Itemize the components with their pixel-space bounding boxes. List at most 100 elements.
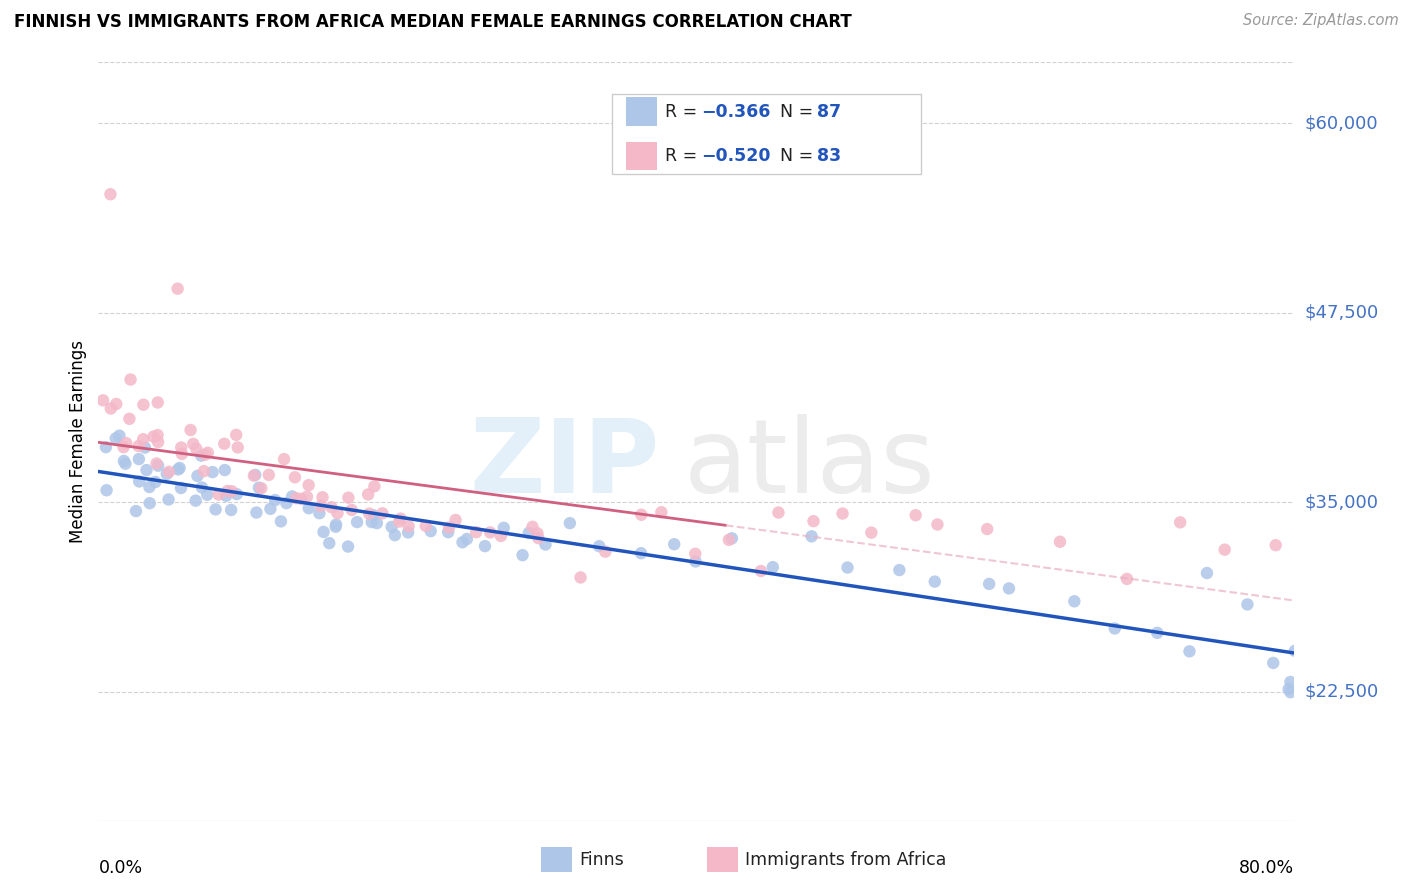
- Point: [193, 464, 215, 478]
- Point: [363, 508, 385, 523]
- Point: [156, 467, 179, 481]
- Point: [340, 503, 363, 517]
- Point: [437, 525, 460, 540]
- Point: [264, 493, 287, 508]
- Point: [924, 574, 946, 589]
- Point: [588, 539, 610, 553]
- Point: [219, 503, 242, 517]
- Point: [976, 522, 998, 536]
- Point: [146, 435, 169, 450]
- Point: [250, 481, 273, 495]
- Point: [1104, 622, 1126, 636]
- Point: [170, 441, 193, 455]
- Point: [569, 570, 592, 584]
- Text: $22,500: $22,500: [1305, 682, 1379, 701]
- Point: [371, 507, 394, 521]
- Point: [191, 481, 214, 495]
- Point: [128, 475, 150, 489]
- Point: [437, 520, 460, 534]
- Point: [207, 487, 229, 501]
- Point: [803, 514, 825, 528]
- Point: [1263, 656, 1285, 670]
- Text: Immigrants from Africa: Immigrants from Africa: [745, 851, 946, 869]
- Point: [132, 432, 155, 446]
- Point: [104, 432, 127, 446]
- Point: [512, 548, 534, 562]
- Point: [1063, 594, 1085, 608]
- Point: [630, 546, 652, 560]
- Point: [245, 467, 267, 482]
- Point: [215, 489, 238, 503]
- Y-axis label: Median Female Earnings: Median Female Earnings: [69, 340, 87, 543]
- Point: [366, 516, 388, 530]
- Point: [664, 537, 686, 551]
- Point: [135, 463, 157, 477]
- Point: [290, 491, 312, 506]
- Point: [194, 448, 217, 462]
- Point: [132, 398, 155, 412]
- Text: N =: N =: [780, 103, 820, 120]
- Point: [800, 529, 823, 543]
- Point: [180, 423, 202, 437]
- Text: $60,000: $60,000: [1305, 114, 1378, 132]
- Point: [91, 393, 114, 408]
- Point: [1178, 644, 1201, 658]
- Point: [190, 449, 212, 463]
- Point: [273, 452, 295, 467]
- Point: [146, 458, 169, 473]
- Text: 80.0%: 80.0%: [1239, 858, 1294, 877]
- Point: [357, 487, 380, 501]
- Point: [337, 540, 360, 554]
- Point: [295, 490, 318, 504]
- Text: atlas: atlas: [685, 414, 936, 515]
- Point: [184, 493, 207, 508]
- Point: [105, 397, 128, 411]
- Point: [831, 507, 853, 521]
- Point: [1213, 542, 1236, 557]
- Point: [762, 560, 785, 574]
- Point: [388, 515, 411, 529]
- Point: [526, 526, 548, 541]
- Point: [979, 577, 1001, 591]
- Point: [1195, 566, 1218, 580]
- Point: [444, 513, 467, 527]
- Point: [138, 496, 160, 510]
- Point: [1168, 516, 1191, 530]
- Point: [1288, 682, 1310, 697]
- Point: [1116, 572, 1139, 586]
- Point: [479, 525, 502, 540]
- Point: [685, 547, 707, 561]
- Point: [492, 521, 515, 535]
- Text: $47,500: $47,500: [1305, 303, 1379, 322]
- Point: [146, 428, 169, 442]
- Point: [415, 519, 437, 533]
- Point: [195, 488, 218, 502]
- Point: [1236, 598, 1258, 612]
- Point: [522, 520, 544, 534]
- Point: [309, 499, 332, 513]
- Point: [326, 506, 349, 520]
- Point: [170, 447, 193, 461]
- Point: [186, 442, 208, 456]
- Point: [170, 481, 193, 495]
- Point: [276, 496, 298, 510]
- Point: [157, 492, 180, 507]
- Point: [112, 454, 135, 468]
- Text: Finns: Finns: [579, 851, 624, 869]
- Point: [285, 491, 308, 506]
- Text: 87: 87: [817, 103, 841, 120]
- Point: [298, 501, 321, 516]
- Point: [94, 440, 117, 454]
- Text: Source: ZipAtlas.com: Source: ZipAtlas.com: [1243, 13, 1399, 29]
- Point: [225, 428, 247, 442]
- Point: [558, 516, 581, 530]
- Point: [186, 469, 208, 483]
- Point: [281, 490, 304, 504]
- Text: 83: 83: [817, 147, 841, 165]
- Text: $35,000: $35,000: [1305, 493, 1379, 511]
- Point: [517, 525, 540, 540]
- Point: [904, 508, 927, 523]
- Point: [318, 536, 340, 550]
- Point: [120, 372, 142, 386]
- Text: R =: R =: [665, 147, 703, 165]
